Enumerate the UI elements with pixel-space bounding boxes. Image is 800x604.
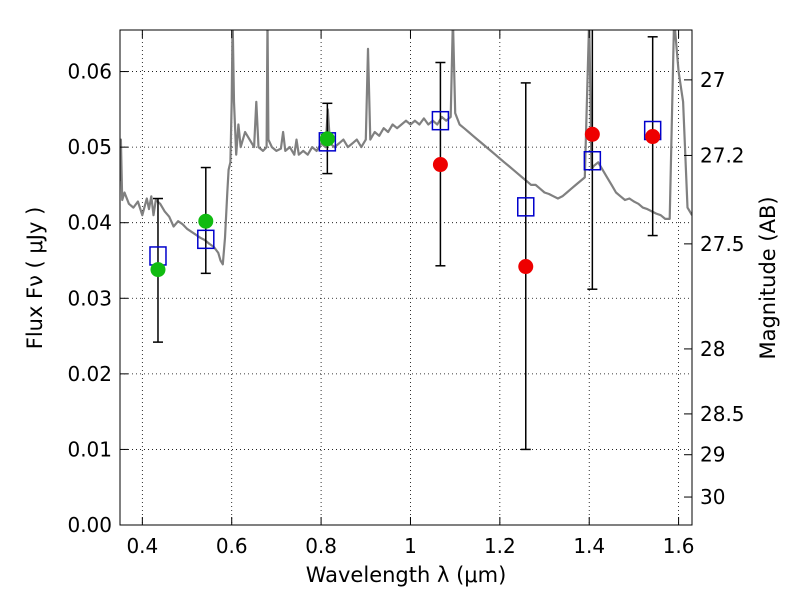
plot-frame	[119, 29, 693, 526]
model-spectrum	[120, 30, 692, 266]
y-tick-label: 0.04	[67, 211, 112, 235]
x-tick-label: 1.4	[573, 534, 605, 558]
y2-tick-label: 30	[700, 485, 725, 509]
y-tick-label: 0.03	[67, 286, 112, 310]
model-flux-square	[431, 110, 450, 131]
x-tick-label: 1.2	[484, 534, 516, 558]
observed-flux-point	[198, 213, 214, 229]
y-axis-label: Flux Fν ( μJy )	[23, 207, 47, 350]
y-tick-label: 0.01	[67, 437, 112, 461]
x-tick-label: 0.8	[305, 534, 337, 558]
observed-flux-point	[150, 262, 166, 278]
observed-flux-point	[319, 131, 335, 147]
y-tick-label: 0.00	[67, 513, 112, 537]
y2-tick-label: 28	[700, 337, 725, 361]
x-tick-label: 0.6	[216, 534, 248, 558]
y2-tick-label: 27.2	[700, 143, 745, 167]
spectrum-line	[120, 30, 692, 266]
model-flux-square	[517, 197, 535, 217]
observed-flux-point	[645, 129, 661, 145]
y-tick-label: 0.05	[67, 135, 112, 159]
axis-ticks: 0.4 0.6 0.8 1 1.2 1.4 1.6 0.00 0.01 0.02 0.03 0.04 0…	[67, 30, 745, 558]
x-tick-label: 1	[404, 534, 417, 558]
y2-axis-label: Magnitude (AB)	[756, 196, 780, 359]
observed-flux-point	[518, 259, 534, 275]
grid-lines	[120, 30, 692, 526]
y2-tick-label: 28.5	[700, 402, 745, 426]
y2-tick-label: 29	[700, 443, 725, 467]
y-tick-label: 0.06	[67, 60, 112, 84]
y2-tick-label: 27	[700, 68, 725, 92]
observed-flux-point	[584, 126, 600, 142]
data-markers	[149, 110, 662, 278]
x-tick-label: 0.4	[126, 534, 158, 558]
x-axis-label: Wavelength λ (μm)	[306, 563, 507, 587]
observed-flux-point	[432, 157, 448, 173]
model-flux-square	[583, 150, 602, 171]
model-flux-square	[197, 229, 215, 250]
x-tick-label: 1.6	[663, 534, 695, 558]
y-tick-label: 0.02	[67, 362, 112, 386]
y2-tick-label: 27.5	[700, 232, 745, 256]
error-bars	[152, 30, 658, 451]
